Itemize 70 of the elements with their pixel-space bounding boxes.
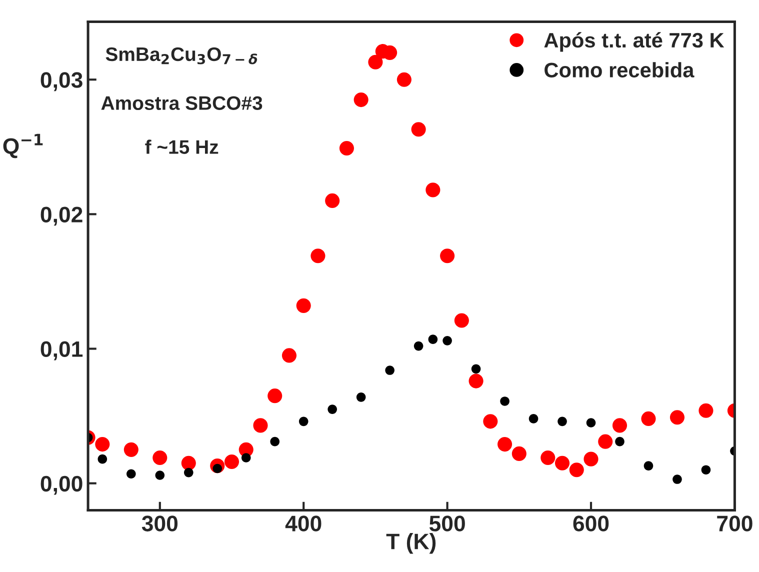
point	[498, 437, 512, 452]
annotation: Amostra SBCO#3	[101, 96, 262, 110]
point	[558, 416, 567, 426]
point	[325, 193, 340, 208]
point	[396, 72, 412, 87]
point	[598, 434, 613, 449]
point	[95, 437, 110, 452]
x-tick-label: 600	[573, 516, 609, 532]
point	[615, 436, 624, 446]
y-axis-title: Q$^{−1}$	[3, 134, 43, 158]
point	[126, 469, 136, 479]
point	[584, 452, 598, 466]
legend-label: Após t.t. até 773 K	[544, 32, 724, 52]
point	[554, 456, 570, 470]
x-tick-label: 400	[285, 516, 322, 532]
point	[253, 418, 268, 433]
point	[670, 410, 685, 425]
x-tick-label: 500	[429, 516, 465, 532]
point	[454, 313, 469, 328]
point	[270, 436, 280, 446]
x-axis-title: T (K)	[386, 533, 436, 554]
point	[339, 140, 354, 156]
point	[428, 334, 438, 344]
point	[296, 298, 311, 313]
y-tick-label: 0,02	[40, 206, 82, 226]
point	[354, 92, 368, 108]
point	[152, 450, 168, 466]
point	[569, 462, 584, 478]
annotation: SmBa$_{2}$Cu$_{3}$O$_{7−δ}$	[106, 47, 258, 64]
point	[701, 465, 711, 475]
point	[612, 418, 628, 433]
x-tick-label: 300	[142, 516, 178, 532]
point	[298, 416, 308, 426]
point	[282, 348, 297, 363]
point	[411, 122, 426, 137]
point	[184, 468, 194, 478]
point	[500, 396, 510, 406]
point	[385, 366, 394, 375]
y-tick-label: 0,00	[40, 476, 82, 495]
point	[440, 248, 455, 264]
point	[672, 474, 682, 484]
point	[528, 414, 538, 424]
point	[224, 454, 240, 470]
point	[512, 446, 526, 461]
point	[586, 418, 596, 428]
point	[483, 414, 498, 429]
legend-label: Como recebida	[544, 62, 694, 78]
point	[181, 456, 196, 470]
point	[241, 453, 251, 462]
point	[468, 374, 484, 388]
point	[641, 411, 656, 426]
point	[644, 461, 654, 470]
point	[471, 364, 481, 374]
point	[426, 182, 440, 198]
point	[368, 54, 383, 70]
y-tick-label: 0,03	[40, 72, 82, 92]
point	[328, 404, 337, 414]
point	[124, 442, 138, 457]
annotation: f ~15 Hz	[145, 140, 218, 154]
point	[442, 336, 452, 346]
point	[540, 450, 556, 466]
point	[155, 470, 165, 480]
point	[310, 248, 326, 264]
x-tick-label: 700	[717, 516, 752, 532]
point	[356, 392, 366, 402]
point	[414, 341, 424, 351]
point	[698, 403, 714, 418]
point	[268, 388, 282, 404]
y-tick-label: 0,01	[40, 341, 83, 360]
point	[98, 454, 108, 464]
